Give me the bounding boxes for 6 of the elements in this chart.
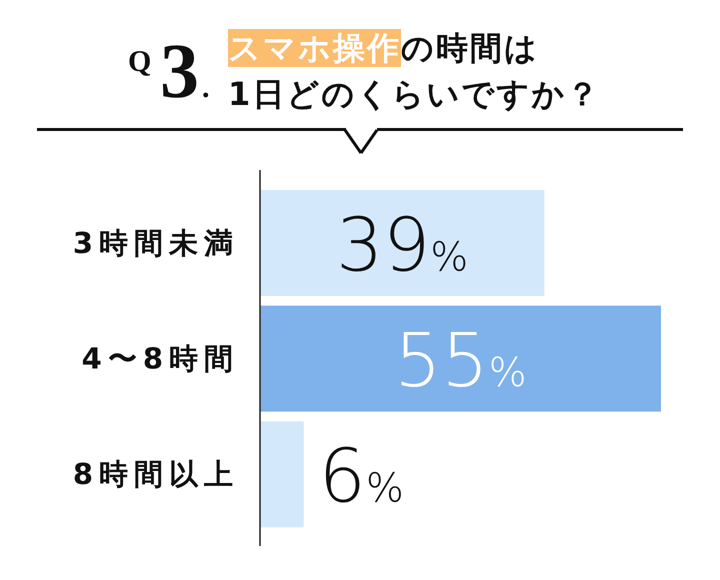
data-label: 39% [336,202,468,288]
data-label: 55% [394,318,527,404]
data-label: 6% [318,434,404,520]
y-tick-label: 3時間未満 [72,226,239,260]
y-tick-label: 8時間以上 [72,457,239,492]
y-tick-label: 4〜8時間 [82,342,239,376]
